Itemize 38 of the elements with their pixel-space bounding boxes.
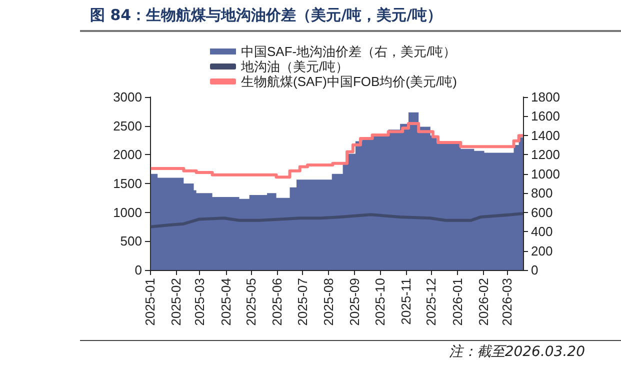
y2-tick-label: 1200 — [531, 147, 560, 162]
x-tick-label: 2025-04 — [218, 278, 234, 326]
x-tick-label: 2025-07 — [294, 278, 310, 326]
legend-label: 地沟油（美元/吨） — [240, 59, 349, 74]
y2-tick-label: 800 — [531, 186, 553, 201]
x-tick-label: 2026-02 — [476, 278, 491, 326]
chart-title: 图 84：生物航煤与地沟油价差（美元/吨，美元/吨） — [90, 6, 442, 25]
y-tick-label: 2000 — [113, 147, 142, 162]
x-tick-label: 2025-02 — [168, 278, 184, 326]
x-tick-label: 2025-06 — [270, 278, 285, 326]
x-tick-label: 2025-05 — [244, 278, 259, 326]
text: 注：截至2026.03.20 — [448, 343, 585, 361]
y2-tick-label: 600 — [531, 204, 553, 220]
x-tick-label: 2025-12 — [424, 278, 439, 326]
x-tick-label: 2025-10 — [372, 278, 388, 326]
x-tick-label: 2026-01 — [450, 278, 465, 326]
y-tick-label: 1500 — [113, 176, 142, 191]
line-series — [149, 212, 524, 228]
y2-tick-label: 400 — [531, 224, 553, 240]
y-tick-label: 0 — [134, 262, 142, 278]
x-tick-label: 2025-03 — [192, 278, 208, 326]
y-tick-label: 3000 — [113, 90, 142, 104]
legend-label: 中国SAF-地沟油价差（右，美元/吨） — [241, 44, 456, 59]
y2-tick-label: 0 — [531, 262, 538, 278]
y2-tick-label: 200 — [531, 243, 553, 258]
legend-label: 生物航煤(SAF)中国FOB均价(美元/吨) — [241, 74, 457, 89]
x-tick-label: 2026-03 — [500, 278, 514, 326]
x-tick-label: 2025-09 — [347, 278, 362, 326]
x-tick-label: 2025-11 — [398, 278, 414, 325]
x-tick-label: 2025-01 — [142, 278, 158, 326]
y2-tick-label: 1000 — [531, 166, 560, 182]
y2-tick-label: 1400 — [531, 128, 560, 143]
y2-tick-label: 1800 — [531, 90, 560, 104]
y-tick-label: 2500 — [113, 118, 142, 134]
y-tick-label: 500 — [120, 234, 142, 249]
y2-tick-label: 1600 — [531, 108, 560, 124]
x-tick-label: 2025-08 — [321, 278, 336, 326]
y-tick-label: 1000 — [113, 204, 142, 220]
